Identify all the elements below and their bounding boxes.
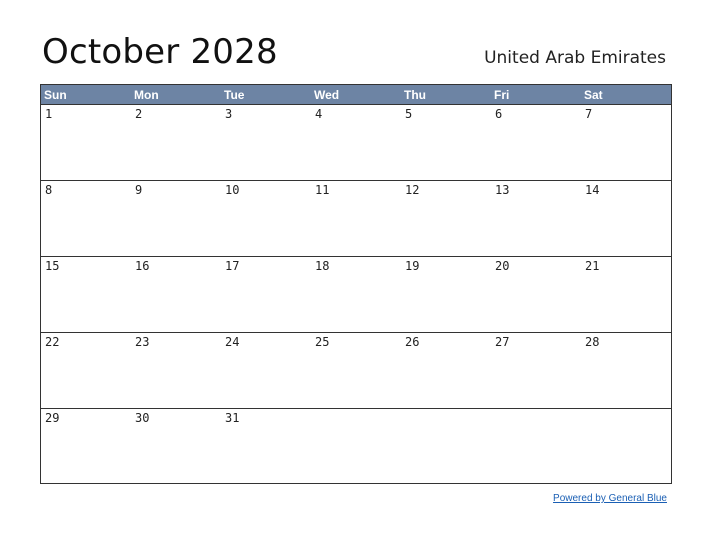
day-cell: 18 [315, 259, 330, 273]
weekday-tue: Tue [224, 88, 245, 102]
day-cell: 25 [315, 335, 330, 349]
weekday-sun: Sun [44, 88, 67, 102]
day-cell [491, 409, 581, 485]
day-cell: 31 [225, 411, 240, 425]
day-cell: 28 [585, 335, 600, 349]
day-cell: 23 [135, 335, 150, 349]
day-cell: 27 [495, 335, 510, 349]
day-cell: 30 [135, 411, 150, 425]
day-cell: 15 [45, 259, 60, 273]
day-cell: 24 [225, 335, 240, 349]
day-cell: 3 [225, 107, 233, 121]
day-cell: 12 [405, 183, 420, 197]
week-row-3: 15 16 17 18 19 20 21 [41, 257, 671, 333]
day-cell: 2 [135, 107, 143, 121]
week-row-2: 8 9 10 11 12 13 14 [41, 181, 671, 257]
day-cell: 4 [315, 107, 323, 121]
day-cell: 8 [45, 183, 53, 197]
day-cell: 20 [495, 259, 510, 273]
day-cell: 10 [225, 183, 240, 197]
day-cell: 21 [585, 259, 600, 273]
day-cell [311, 409, 401, 485]
day-cell [401, 409, 491, 485]
weekday-thu: Thu [404, 88, 426, 102]
weekday-sat: Sat [584, 88, 603, 102]
day-cell: 13 [495, 183, 510, 197]
day-cell: 14 [585, 183, 600, 197]
day-cell: 26 [405, 335, 420, 349]
week-row-5: 29 30 31 [41, 409, 671, 485]
weekday-mon: Mon [134, 88, 159, 102]
day-cell: 17 [225, 259, 240, 273]
calendar-title: October 2028 [42, 32, 278, 72]
day-cell: 7 [585, 107, 593, 121]
day-cell: 11 [315, 183, 330, 197]
weekday-wed: Wed [314, 88, 340, 102]
day-cell: 1 [45, 107, 53, 121]
day-cell: 9 [135, 183, 143, 197]
weekday-fri: Fri [494, 88, 510, 102]
day-cell: 16 [135, 259, 150, 273]
day-cell [581, 409, 671, 485]
day-cell: 29 [45, 411, 60, 425]
day-cell: 5 [405, 107, 413, 121]
weekday-header-row: Sun Mon Tue Wed Thu Fri Sat [41, 85, 671, 105]
day-cell: 6 [495, 107, 503, 121]
country-label: United Arab Emirates [484, 48, 666, 68]
week-row-1: 1 2 3 4 5 6 7 [41, 105, 671, 181]
calendar-grid: Sun Mon Tue Wed Thu Fri Sat 1 2 3 4 5 6 … [40, 84, 672, 484]
powered-by-link[interactable]: Powered by General Blue [553, 493, 667, 504]
day-cell: 22 [45, 335, 60, 349]
day-cell: 19 [405, 259, 420, 273]
week-row-4: 22 23 24 25 26 27 28 [41, 333, 671, 409]
